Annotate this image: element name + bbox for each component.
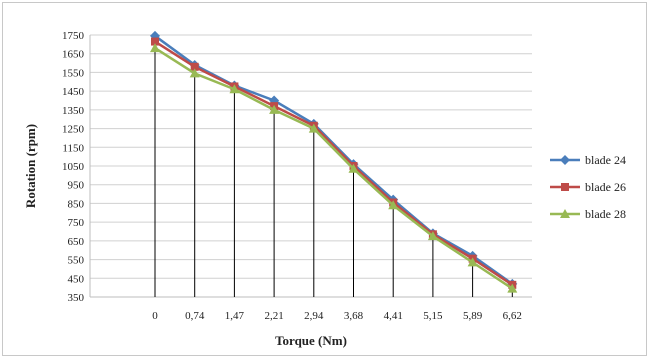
legend-marker bbox=[560, 209, 570, 218]
series-line bbox=[154, 40, 513, 286]
series-blade-28 bbox=[150, 43, 518, 293]
data-point bbox=[269, 104, 280, 114]
y-tick-label: 850 bbox=[68, 198, 85, 210]
legend-label: blade 24 bbox=[585, 153, 626, 167]
x-tick-label: 6,62 bbox=[503, 310, 522, 322]
data-point bbox=[388, 200, 399, 210]
legend-label: blade 26 bbox=[585, 180, 626, 194]
y-tick-label: 1650 bbox=[62, 49, 85, 61]
legend-marker bbox=[560, 155, 570, 165]
y-tick-label: 1550 bbox=[62, 67, 85, 79]
y-tick-label: 1750 bbox=[62, 30, 85, 42]
data-point bbox=[308, 123, 319, 133]
x-tick-label: 5,89 bbox=[463, 310, 483, 322]
data-point bbox=[348, 163, 359, 173]
legend-label: blade 28 bbox=[585, 207, 626, 221]
y-tick-label: 750 bbox=[68, 217, 85, 229]
legend-item: blade 26 bbox=[550, 180, 626, 194]
data-point bbox=[150, 43, 160, 53]
y-tick-label: 350 bbox=[68, 292, 85, 304]
x-tick-label: 4,41 bbox=[384, 310, 403, 322]
legend-item: blade 28 bbox=[550, 207, 626, 221]
y-axis-title: Rotation (rpm) bbox=[23, 124, 38, 208]
y-tick-label: 1150 bbox=[62, 142, 84, 154]
series-line bbox=[154, 47, 513, 290]
y-tick-label: 950 bbox=[68, 180, 85, 192]
series-line bbox=[154, 34, 514, 285]
data-point bbox=[229, 84, 240, 94]
data-point bbox=[507, 283, 518, 293]
data-point bbox=[189, 68, 200, 78]
x-tick-label: 3,68 bbox=[344, 310, 364, 322]
x-axis-title: Torque (Nm) bbox=[275, 333, 347, 348]
data-point bbox=[427, 231, 438, 241]
x-tick-label: 0,74 bbox=[185, 310, 205, 322]
y-tick-label: 1350 bbox=[62, 105, 85, 117]
y-tick-label: 550 bbox=[68, 255, 85, 267]
y-tick-label: 650 bbox=[68, 236, 85, 248]
series-blade-24 bbox=[150, 30, 518, 289]
data-point bbox=[467, 257, 478, 267]
x-tick-label: 2,94 bbox=[304, 310, 324, 322]
x-tick-label: 1,47 bbox=[225, 310, 245, 322]
legend-item: blade 24 bbox=[550, 153, 626, 167]
legend-marker bbox=[561, 183, 569, 191]
data-point bbox=[190, 62, 199, 71]
series-blade-26 bbox=[151, 37, 517, 289]
y-tick-label: 1450 bbox=[62, 86, 85, 98]
y-tick-label: 1050 bbox=[62, 161, 85, 173]
data-point bbox=[151, 37, 159, 46]
x-tick-label: 0 bbox=[152, 310, 158, 322]
y-tick-label: 450 bbox=[68, 273, 85, 285]
y-tick-label: 1250 bbox=[62, 124, 85, 136]
x-tick-label: 2,21 bbox=[264, 310, 283, 322]
x-tick-label: 5,15 bbox=[423, 310, 443, 322]
